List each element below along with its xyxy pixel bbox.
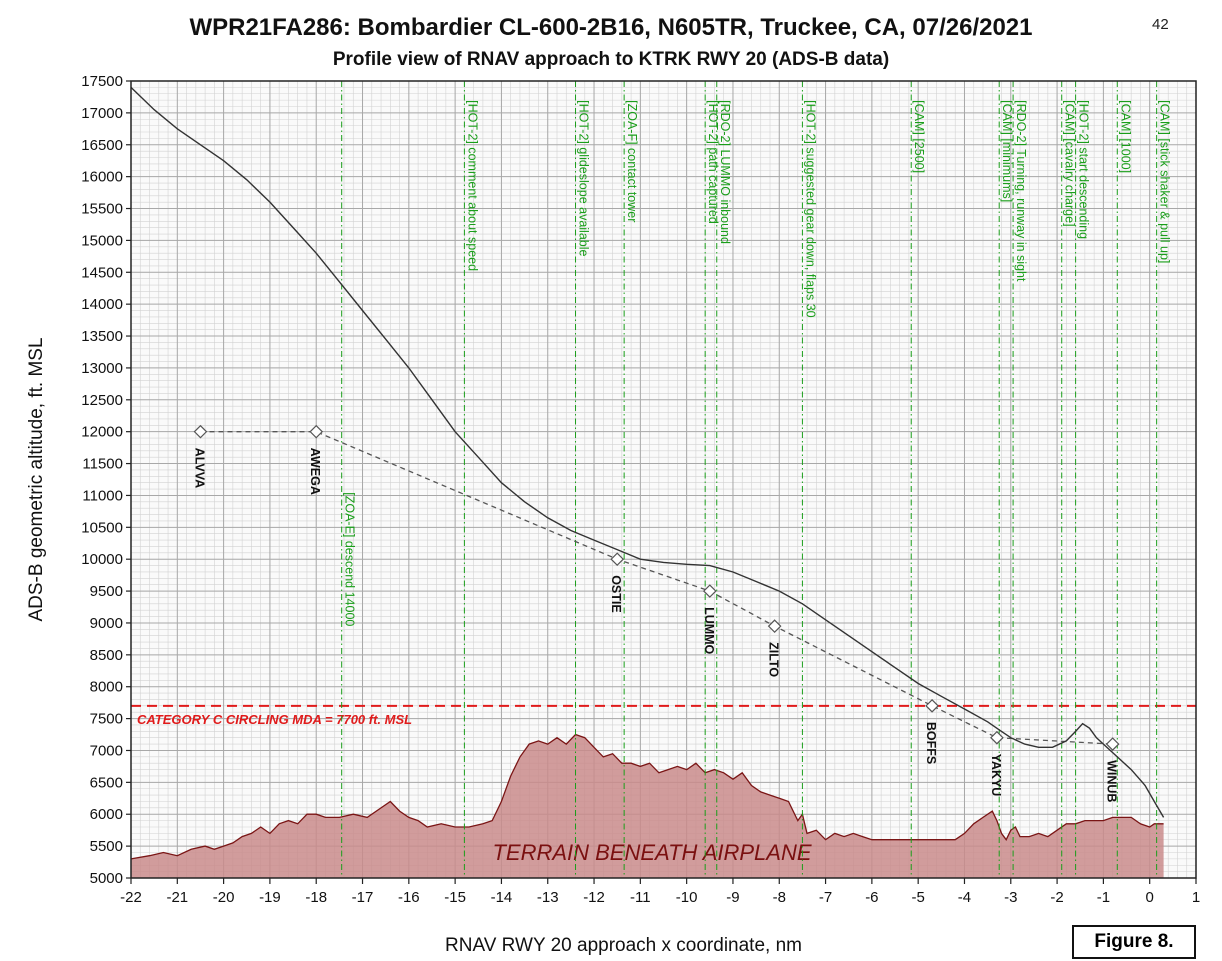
y-tick-label: 16500 <box>81 137 123 154</box>
waypoint-label: BOFFS <box>924 722 938 764</box>
y-tick-label: 10000 <box>81 551 123 568</box>
y-tick-label: 14000 <box>81 296 123 313</box>
x-tick-label: -19 <box>259 889 281 906</box>
y-tick-label: 9000 <box>90 615 123 632</box>
x-tick-label: -1 <box>1097 889 1110 906</box>
y-tick-label: 15500 <box>81 201 123 218</box>
waypoint-marker <box>610 552 625 567</box>
x-tick-label: -13 <box>537 889 559 906</box>
y-tick-label: 14500 <box>81 264 123 281</box>
y-tick-label: 6500 <box>90 774 123 791</box>
plot-border <box>130 80 1197 879</box>
y-tick-label: 7500 <box>90 711 123 728</box>
event-label: [RDO-2] LUMMO inbound <box>718 100 732 244</box>
event-label: [ZOA-F] contact tower <box>625 100 639 222</box>
y-tick-label: 6000 <box>90 806 123 823</box>
x-tick-label: -10 <box>676 889 698 906</box>
page-number: 42 <box>1152 16 1169 33</box>
event-label: [ZOA-E] descend 14000 <box>343 492 357 626</box>
event-label: [CAM] [2500] <box>912 100 926 173</box>
event-label: [HOT-2] suggested gear down, flaps 30 <box>803 100 817 318</box>
y-tick-label: 12000 <box>81 424 123 441</box>
x-tick-label: -6 <box>865 889 878 906</box>
waypoint-label: ALVVA <box>192 448 206 489</box>
y-tick-label: 11500 <box>82 456 123 473</box>
y-tick-label: 17500 <box>81 73 123 90</box>
y-tick-label: 12500 <box>81 392 123 409</box>
figure-label: Figure 8. <box>1072 925 1196 959</box>
event-label: [HOT-2] start descending <box>1077 100 1091 239</box>
x-tick-label: -4 <box>958 889 971 906</box>
approach-profile-line <box>200 431 1113 745</box>
chart-subtitle: Profile view of RNAV approach to KTRK RW… <box>332 49 890 70</box>
y-tick-label: 16000 <box>81 169 123 186</box>
event-label: [CAM] [minimums] <box>1000 100 1014 202</box>
event-label: [HOT-2] glideslope available <box>577 100 591 256</box>
waypoint-label: LUMMO <box>702 607 716 654</box>
waypoint-marker <box>990 730 1004 745</box>
terrain-area <box>131 734 1164 878</box>
x-tick-label: -9 <box>726 889 739 906</box>
x-tick-label: -14 <box>491 889 513 906</box>
waypoint-label: YAKYU <box>989 754 1003 797</box>
waypoint-marker <box>1105 737 1120 751</box>
waypoint-marker <box>767 619 782 633</box>
x-axis-label: RNAV RWY 20 approach x coordinate, nm <box>445 935 802 956</box>
waypoint-label: AWEGA <box>308 448 322 495</box>
x-tick-label: -21 <box>166 889 188 906</box>
y-tick-label: 11000 <box>82 487 123 504</box>
plot-area <box>131 81 1196 878</box>
x-tick-label: -16 <box>398 889 420 906</box>
y-tick-label: 13000 <box>81 360 123 377</box>
y-tick-label: 8000 <box>90 679 123 696</box>
y-tick-label: 10500 <box>81 519 123 536</box>
x-tick-label: -15 <box>444 889 466 906</box>
event-label: [CAM] [cavalry charge] <box>1063 100 1077 226</box>
x-tick-label: -11 <box>630 889 651 906</box>
x-tick-label: -7 <box>819 889 832 906</box>
airplane-track-line <box>130 86 1165 818</box>
x-tick-label: -2 <box>1050 889 1063 906</box>
event-label: [HOT-2] comment about speed <box>465 100 479 271</box>
y-tick-label: 13500 <box>81 328 123 345</box>
y-tick-label: 8500 <box>90 647 123 664</box>
y-tick-label: 17000 <box>81 105 123 122</box>
waypoint-label: WINUB <box>1105 760 1119 802</box>
x-tick-label: -8 <box>773 889 786 906</box>
terrain-line <box>130 733 1164 860</box>
event-label: [CAM] [1000] <box>1118 100 1132 173</box>
waypoint-marker <box>702 584 717 598</box>
y-tick-label: 5500 <box>90 838 123 855</box>
terrain-label: TERRAIN BENEATH AIRPLANE <box>492 840 811 865</box>
waypoint-label: OSTIE <box>609 575 623 613</box>
y-axis-label: ADS-B geometric altitude, ft. MSL <box>26 337 47 621</box>
waypoint-marker <box>193 424 208 439</box>
y-tick-label: 15000 <box>81 232 123 249</box>
x-tick-label: -17 <box>352 889 374 906</box>
x-tick-label: -20 <box>213 889 235 906</box>
x-tick-label: -12 <box>583 889 605 906</box>
y-tick-label: 7000 <box>90 742 123 759</box>
x-tick-label: -18 <box>305 889 327 906</box>
waypoint-marker <box>309 424 324 439</box>
x-tick-label: -22 <box>120 889 142 906</box>
x-tick-label: -5 <box>912 889 925 906</box>
x-tick-label: 0 <box>1146 889 1154 906</box>
event-label: [CAM] [stick shaker & pull up] <box>1158 100 1172 263</box>
y-tick-label: 9500 <box>90 583 123 600</box>
event-label: [RDO-2] Turning, runway in sight <box>1014 100 1028 282</box>
waypoint-label: ZILTO <box>767 642 781 677</box>
mda-label: CATEGORY C CIRCLING MDA = 7700 ft. MSL <box>137 712 412 727</box>
y-tick-label: 5000 <box>90 870 123 887</box>
x-tick-label: 1 <box>1192 889 1200 906</box>
chart-title: WPR21FA286: Bombardier CL-600-2B16, N605… <box>189 14 1033 41</box>
x-tick-label: -3 <box>1004 889 1017 906</box>
waypoint-marker <box>925 698 939 713</box>
